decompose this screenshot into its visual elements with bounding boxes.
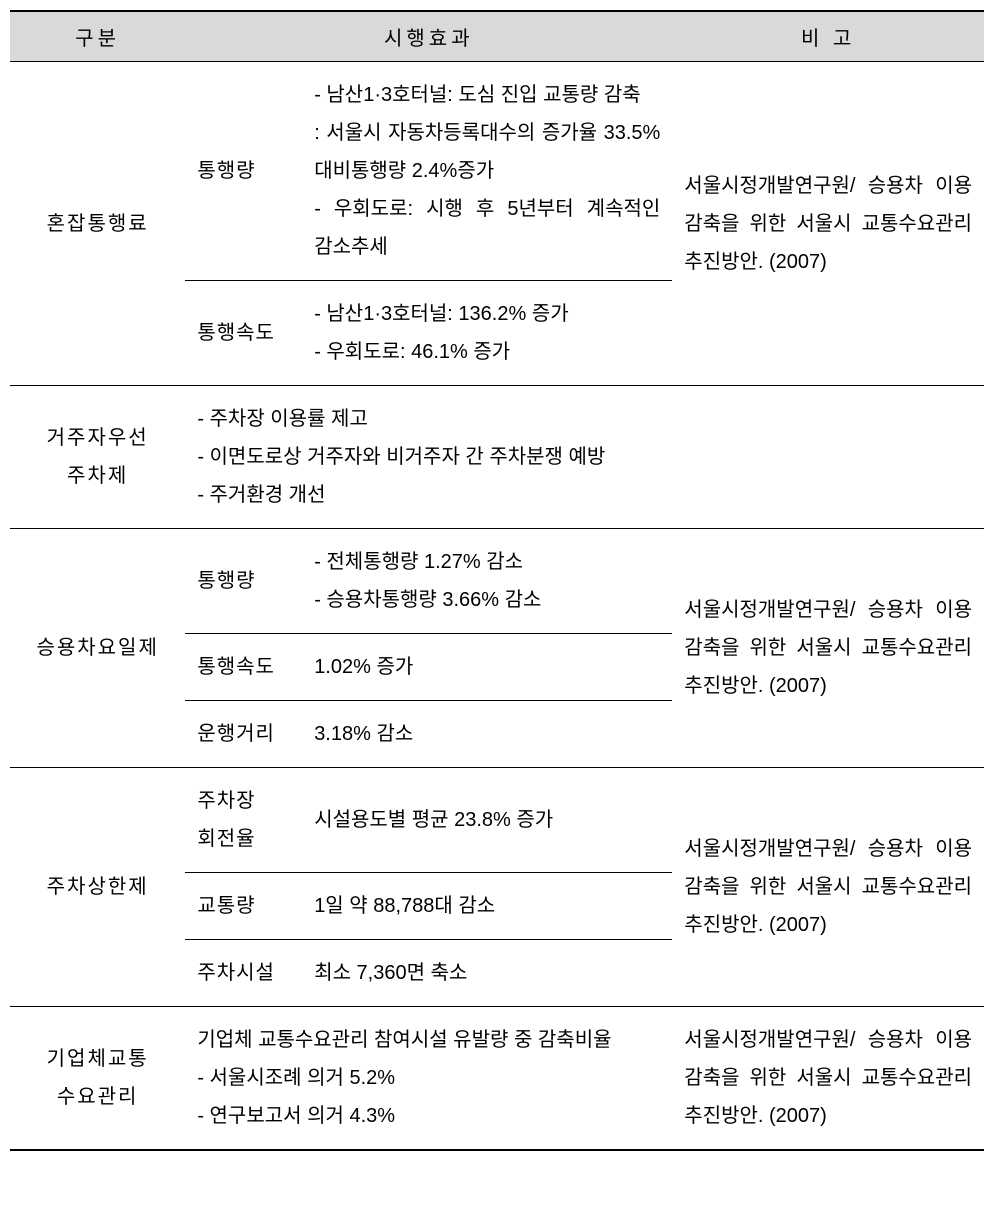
category-cell: 혼잡통행료 <box>10 62 185 386</box>
table-row: 거주자우선 주차제 - 주차장 이용률 제고 - 이면도로상 거주자와 비거주자… <box>10 386 984 529</box>
header-effect: 시행효과 <box>185 11 672 62</box>
sublabel-cell: 교통량 <box>185 873 302 940</box>
category-cell: 승용차요일제 <box>10 529 185 768</box>
remark-cell: 서울시정개발연구원/ 승용차 이용 감축을 위한 서울시 교통수요관리 추진방안… <box>672 768 984 1007</box>
table-header-row: 구분 시행효과 비 고 <box>10 11 984 62</box>
effect-cell: 1.02% 증가 <box>302 634 672 701</box>
effect-cell: - 남산1·3호터널: 도심 진입 교통량 감축 : 서울시 자동차등록대수의 … <box>302 62 672 281</box>
sublabel-cell: 운행거리 <box>185 701 302 768</box>
effect-cell: 최소 7,360면 축소 <box>302 940 672 1007</box>
sublabel-cell: 통행속도 <box>185 634 302 701</box>
effect-cell: 3.18% 감소 <box>302 701 672 768</box>
category-cell: 주차상한제 <box>10 768 185 1007</box>
header-category: 구분 <box>10 11 185 62</box>
category-cell: 기업체교통 수요관리 <box>10 1007 185 1151</box>
effect-cell: - 남산1·3호터널: 136.2% 증가 - 우회도로: 46.1% 증가 <box>302 281 672 386</box>
table-row: 혼잡통행료 통행량 - 남산1·3호터널: 도심 진입 교통량 감축 : 서울시… <box>10 62 984 281</box>
category-cell: 거주자우선 주차제 <box>10 386 185 529</box>
sublabel-cell: 통행속도 <box>185 281 302 386</box>
effect-cell: 기업체 교통수요관리 참여시설 유발량 중 감축비율 - 서울시조례 의거 5.… <box>185 1007 672 1151</box>
header-remark: 비 고 <box>672 11 984 62</box>
policy-effects-table: 구분 시행효과 비 고 혼잡통행료 통행량 - 남산1·3호터널: 도심 진입 … <box>10 10 984 1151</box>
table-row: 주차상한제 주차장 회전율 시설용도별 평균 23.8% 증가 서울시정개발연구… <box>10 768 984 873</box>
remark-cell: 서울시정개발연구원/ 승용차 이용 감축을 위한 서울시 교통수요관리 추진방안… <box>672 529 984 768</box>
effect-cell: - 주차장 이용률 제고 - 이면도로상 거주자와 비거주자 간 주차분쟁 예방… <box>185 386 672 529</box>
effect-cell: 시설용도별 평균 23.8% 증가 <box>302 768 672 873</box>
remark-cell: 서울시정개발연구원/ 승용차 이용 감축을 위한 서울시 교통수요관리 추진방안… <box>672 62 984 386</box>
remark-cell: 서울시정개발연구원/ 승용차 이용 감축을 위한 서울시 교통수요관리 추진방안… <box>672 1007 984 1151</box>
sublabel-cell: 주차시설 <box>185 940 302 1007</box>
remark-cell <box>672 386 984 529</box>
sublabel-cell: 통행량 <box>185 529 302 634</box>
effect-cell: - 전체통행량 1.27% 감소 - 승용차통행량 3.66% 감소 <box>302 529 672 634</box>
table-row: 승용차요일제 통행량 - 전체통행량 1.27% 감소 - 승용차통행량 3.6… <box>10 529 984 634</box>
sublabel-cell: 주차장 회전율 <box>185 768 302 873</box>
table-row: 기업체교통 수요관리 기업체 교통수요관리 참여시설 유발량 중 감축비율 - … <box>10 1007 984 1151</box>
sublabel-cell: 통행량 <box>185 62 302 281</box>
effect-cell: 1일 약 88,788대 감소 <box>302 873 672 940</box>
